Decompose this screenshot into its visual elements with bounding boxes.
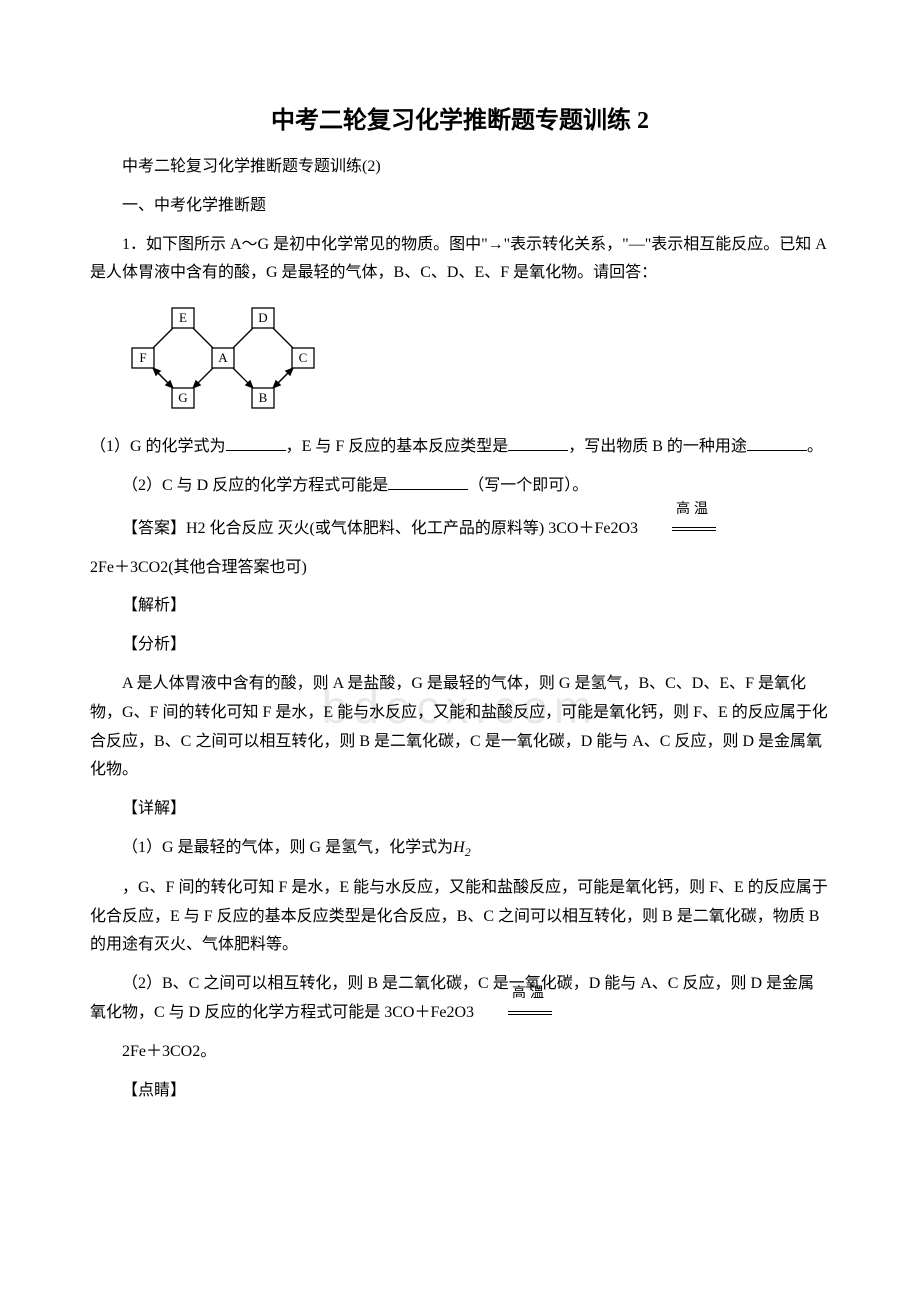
- section-heading: 一、中考化学推断题: [90, 192, 830, 221]
- blank-3: [747, 435, 807, 451]
- xj-p4: 2Fe＋3CO2。: [90, 1038, 830, 1067]
- q1-part2: （2）C 与 D 反应的化学方程式可能是 （写一个即可）。: [90, 472, 830, 501]
- blank-4: [388, 474, 468, 490]
- q1-p1-text-b: ，E 与 F 反应的基本反应类型是: [286, 438, 509, 455]
- relationship-diagram: E D F A C G B: [122, 298, 830, 423]
- q1-p2-text-b: （写一个即可）。: [468, 477, 588, 494]
- answer-line2: 2Fe＋3CO2(其他合理答案也可): [90, 554, 830, 583]
- formula-h: H: [453, 839, 465, 856]
- xj-p1: （1）G 是最轻的气体，则 G 是氢气，化学式为H2: [90, 834, 830, 864]
- reaction-condition-1: 高温: [638, 515, 718, 544]
- svg-text:F: F: [139, 350, 146, 365]
- page-title: 中考二轮复习化学推断题专题训练 2: [90, 100, 830, 135]
- svg-text:A: A: [218, 350, 228, 365]
- svg-text:D: D: [258, 310, 267, 325]
- diagram-svg: E D F A C G B: [122, 298, 332, 418]
- q1-p2-text-a: （2）C 与 D 反应的化学方程式可能是: [122, 477, 388, 494]
- condition-line-2: [508, 1011, 552, 1015]
- q1-part1: （1）G 的化学式为 ，E 与 F 反应的基本反应类型是 ，写出物质 B 的一种用途…: [90, 433, 830, 462]
- answer-prefix: 【答案】H2 化合反应 灭火(或气体肥料、化工产品的原料等) 3CO＋Fe2O3: [122, 520, 638, 537]
- reaction-condition-2: 高温: [474, 999, 554, 1028]
- label-fenxi: 【分析】: [90, 631, 830, 660]
- label-xiangjie: 【详解】: [90, 795, 830, 824]
- blank-1: [226, 435, 286, 451]
- answer-line1: 【答案】H2 化合反应 灭火(或气体肥料、化工产品的原料等) 3CO＋Fe2O3…: [90, 515, 830, 544]
- xj-p2: ，G、F 间的转化可知 F 是水，E 能与水反应，又能和盐酸反应，可能是氧化钙，…: [90, 874, 830, 960]
- svg-text:C: C: [299, 350, 308, 365]
- label-jiexi: 【解析】: [90, 592, 830, 621]
- fenxi-body: A 是人体胃液中含有的酸，则 A 是盐酸，G 是最轻的气体，则 G 是氢气，B、…: [90, 670, 830, 785]
- q1-intro: 1．如下图所示 A～G 是初中化学常见的物质。图中"→"表示转化关系，"—"表示…: [90, 231, 830, 289]
- xj-p3-text: （2）B、C 之间可以相互转化，则 B 是二氧化碳，C 是一氧化碳，D 能与 A…: [90, 975, 814, 1021]
- formula-sub-2: 2: [465, 845, 471, 859]
- q1-p1-text-d: 。: [807, 438, 823, 455]
- subtitle-line: 中考二轮复习化学推断题专题训练(2): [90, 153, 830, 182]
- condition-text-2: 高温: [474, 981, 554, 1006]
- svg-text:E: E: [179, 310, 187, 325]
- xj-p3: （2）B、C 之间可以相互转化，则 B 是二氧化碳，C 是一氧化碳，D 能与 A…: [90, 970, 830, 1028]
- svg-text:B: B: [259, 390, 268, 405]
- condition-text-1: 高温: [638, 497, 718, 522]
- condition-line-1: [672, 527, 716, 531]
- page: bdocx.com 中考二轮复习化学推断题专题训练 2 中考二轮复习化学推断题专…: [90, 100, 830, 1105]
- formula-h2: H2: [453, 839, 471, 856]
- xj-p1-text: （1）G 是最轻的气体，则 G 是氢气，化学式为: [122, 839, 453, 856]
- label-dianqing: 【点睛】: [90, 1077, 830, 1106]
- blank-2: [508, 435, 568, 451]
- q1-p1-text-a: （1）G 的化学式为: [90, 438, 226, 455]
- q1-p1-text-c: ，写出物质 B 的一种用途: [568, 438, 747, 455]
- svg-text:G: G: [178, 390, 187, 405]
